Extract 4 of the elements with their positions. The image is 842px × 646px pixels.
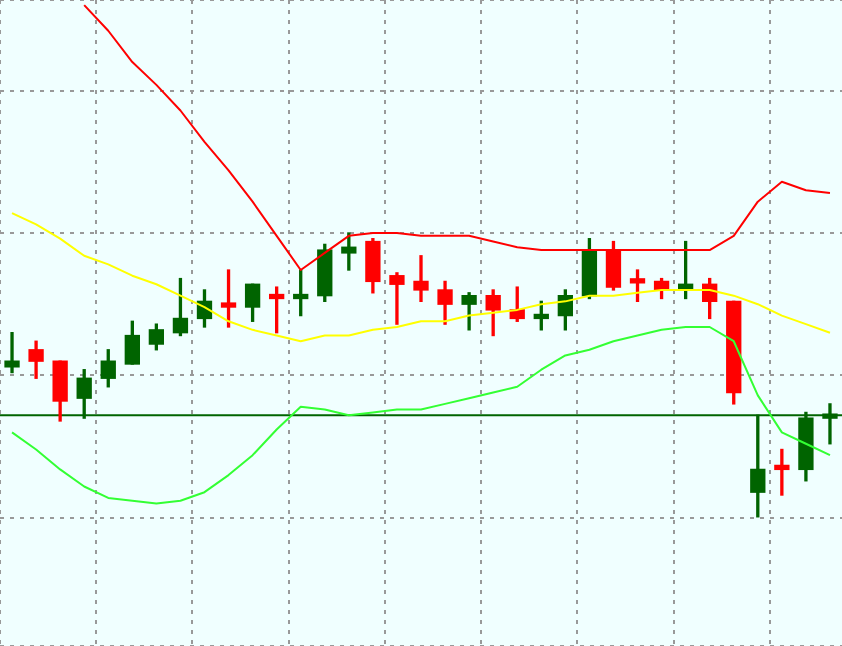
- candlestick: [774, 448, 790, 496]
- candlestick: [389, 272, 405, 325]
- candlestick: [4, 332, 20, 374]
- candlestick: [413, 255, 429, 303]
